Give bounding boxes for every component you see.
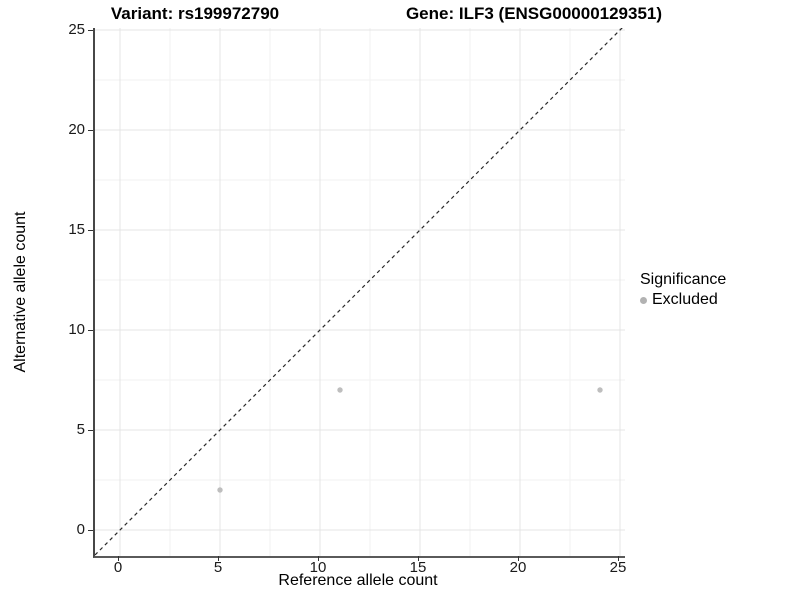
legend: Significance Excluded bbox=[640, 271, 726, 309]
identity-dashed-line bbox=[95, 28, 623, 556]
data-point bbox=[217, 487, 223, 493]
y-tick-mark bbox=[88, 530, 93, 531]
y-tick-mark bbox=[88, 130, 93, 131]
y-tick-label: 15 bbox=[68, 221, 85, 238]
y-tick-mark bbox=[88, 230, 93, 231]
x-tick-label: 20 bbox=[509, 559, 527, 576]
x-tick-label: 10 bbox=[309, 559, 327, 576]
x-tick-mark bbox=[618, 556, 619, 561]
x-tick-label: 15 bbox=[409, 559, 427, 576]
y-tick-mark bbox=[88, 30, 93, 31]
legend-title: Significance bbox=[640, 271, 727, 288]
plot-canvas bbox=[95, 28, 625, 556]
plot-panel bbox=[93, 28, 625, 558]
y-tick-label: 20 bbox=[68, 121, 85, 138]
x-tick-mark bbox=[418, 556, 419, 561]
plot-title-variant: Variant: rs199972790 bbox=[110, 4, 280, 23]
legend-entry-excluded: Excluded bbox=[640, 291, 726, 309]
x-tick-label: 25 bbox=[609, 559, 627, 576]
data-point bbox=[337, 387, 343, 393]
data-point bbox=[597, 387, 603, 393]
x-tick-mark bbox=[518, 556, 519, 561]
x-axis-title: Reference allele count bbox=[278, 572, 438, 589]
y-axis-title: Alternative allele count bbox=[12, 211, 29, 373]
x-tick-label: 0 bbox=[113, 559, 123, 576]
legend-point-icon bbox=[640, 296, 647, 304]
y-tick-mark bbox=[88, 430, 93, 431]
x-tick-mark bbox=[318, 556, 319, 561]
y-tick-mark bbox=[88, 330, 93, 331]
plot-title-gene: Gene: ILF3 (ENSG00000129351) bbox=[405, 4, 663, 23]
x-tick-mark bbox=[118, 556, 119, 561]
y-tick-label: 0 bbox=[76, 521, 85, 538]
legend-entry-label: Excluded bbox=[652, 291, 718, 308]
x-tick-label: 5 bbox=[213, 559, 223, 576]
y-tick-label: 25 bbox=[68, 21, 85, 38]
y-tick-label: 5 bbox=[76, 421, 85, 438]
x-tick-mark bbox=[218, 556, 219, 561]
y-tick-label: 10 bbox=[68, 321, 85, 338]
